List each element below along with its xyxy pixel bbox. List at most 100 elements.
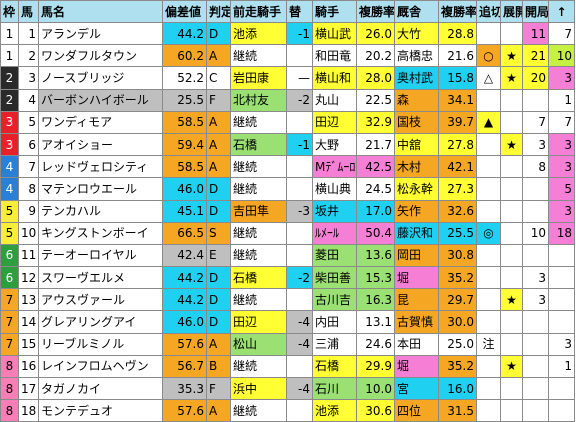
rank-a-cell bbox=[522, 199, 549, 223]
jockey-place-rate-cell: 42.5 bbox=[356, 155, 395, 179]
horse-number-cell: 5 bbox=[18, 110, 39, 134]
horse-number-cell: 1 bbox=[18, 21, 39, 46]
horse-name-cell: リーブルミノル bbox=[38, 332, 163, 356]
header-jockey-place-rate: 複勝率 bbox=[356, 0, 395, 23]
jockey-place-rate-cell: 13.1 bbox=[356, 310, 395, 334]
hensa-cell: 35.3 bbox=[162, 376, 207, 401]
rank-a-cell bbox=[522, 177, 549, 201]
stable-place-rate-cell: 15.8 bbox=[438, 66, 477, 90]
hensa-cell: 45.1 bbox=[162, 199, 207, 223]
change-cell bbox=[286, 243, 313, 268]
jockey-cell: 横山典 bbox=[312, 177, 357, 201]
previous-jockey-cell: 石橋 bbox=[230, 132, 287, 157]
waku-cell: 8 bbox=[0, 376, 19, 401]
pace-mark-cell bbox=[500, 332, 523, 356]
previous-jockey-cell: 石橋 bbox=[230, 266, 287, 290]
waku-cell: 5 bbox=[0, 221, 19, 245]
horse-name-cell: タガノカイ bbox=[38, 376, 163, 401]
table-body: 1 1 アランデル 44.2 D 池添 -1 横山武 26.0 大竹 28.8 11 7 1 2 ワンダフルタ… bbox=[0, 21, 575, 422]
jockey-cell: 丸山 bbox=[312, 88, 357, 112]
rank-a-cell bbox=[522, 376, 549, 401]
stable-place-rate-cell: 28.8 bbox=[438, 21, 477, 46]
horse-name-cell: アオイショー bbox=[38, 132, 163, 157]
previous-jockey-cell: 継続 bbox=[230, 110, 287, 134]
previous-jockey-cell: 継続 bbox=[230, 243, 287, 268]
waku-cell: 7 bbox=[0, 332, 19, 356]
rank-b-cell: 7 bbox=[548, 110, 575, 134]
rank-b-cell bbox=[548, 266, 575, 290]
pace-mark-cell: ★ bbox=[500, 66, 523, 90]
waku-cell: 2 bbox=[0, 88, 19, 112]
change-cell bbox=[286, 399, 313, 422]
workout-mark-cell bbox=[476, 155, 501, 179]
change-cell bbox=[286, 288, 313, 312]
pace-mark-cell bbox=[500, 110, 523, 134]
jockey-place-rate-cell: 30.6 bbox=[356, 399, 395, 422]
stable-cell: 古賀慎 bbox=[394, 310, 439, 334]
horse-number-cell: 12 bbox=[18, 266, 39, 290]
table-row: 3 6 アオイショー 59.4 A 石橋 -1 大野 21.7 中舘 27.8 ★ 3 3 bbox=[0, 132, 575, 157]
table-row: 2 4 バーボンハイボール 25.5 F 北村友 -2 丸山 22.5 森 34.1 1 bbox=[0, 88, 575, 112]
hantei-cell: F bbox=[206, 376, 231, 401]
pace-mark-cell bbox=[500, 88, 523, 112]
hantei-cell: D bbox=[206, 288, 231, 312]
stable-cell: 大竹 bbox=[394, 21, 439, 46]
previous-jockey-cell: 継続 bbox=[230, 177, 287, 201]
jockey-cell: 三浦 bbox=[312, 332, 357, 356]
pace-mark-cell bbox=[500, 376, 523, 401]
rank-b-cell: 10 bbox=[548, 44, 575, 68]
horse-number-cell: 3 bbox=[18, 66, 39, 90]
previous-jockey-cell: 吉田隼 bbox=[230, 199, 287, 223]
hantei-cell: C bbox=[206, 66, 231, 90]
header-workout: 追切 bbox=[476, 0, 501, 23]
table-row: 5 10 キングストンボーイ 66.5 S 継続 ﾙﾒｰﾙ 50.4 藤沢和 25.5 ◎ 10 18 bbox=[0, 221, 575, 245]
hensa-cell: 46.0 bbox=[162, 177, 207, 201]
stable-cell: 森 bbox=[394, 88, 439, 112]
header-change: 替 bbox=[286, 0, 313, 23]
rank-a-cell: 3 bbox=[522, 288, 549, 312]
previous-jockey-cell: 継続 bbox=[230, 155, 287, 179]
stable-place-rate-cell: 30.8 bbox=[438, 243, 477, 268]
previous-jockey-cell: 継続 bbox=[230, 354, 287, 379]
previous-jockey-cell: 田辺 bbox=[230, 310, 287, 334]
waku-cell: 7 bbox=[0, 310, 19, 334]
waku-cell: 3 bbox=[0, 110, 19, 134]
rank-b-cell: 7 bbox=[548, 21, 575, 46]
jockey-place-rate-cell: 26.0 bbox=[356, 21, 395, 46]
rank-b-cell: 1 bbox=[548, 354, 575, 379]
workout-mark-cell bbox=[476, 199, 501, 223]
jockey-place-rate-cell: 22.5 bbox=[356, 88, 395, 112]
hantei-cell: A bbox=[206, 110, 231, 134]
workout-mark-cell bbox=[476, 266, 501, 290]
horse-name-cell: マテンロウエール bbox=[38, 177, 163, 201]
jockey-cell: 古川吉 bbox=[312, 288, 357, 312]
stable-place-rate-cell: 35.2 bbox=[438, 266, 477, 290]
hantei-cell: A bbox=[206, 44, 231, 68]
horse-name-cell: グレアリングアイ bbox=[38, 310, 163, 334]
hantei-cell: A bbox=[206, 399, 231, 422]
table-row: 6 11 テーオーロイヤル 42.4 E 継続 菱田 13.6 岡田 30.8 bbox=[0, 243, 575, 268]
horse-name-cell: レッドヴェロシティ bbox=[38, 155, 163, 179]
workout-mark-cell: ◎ bbox=[476, 221, 501, 245]
table-row: 7 14 グレアリングアイ 46.0 D 田辺 -4 内田 13.1 古賀慎 30.0 bbox=[0, 310, 575, 334]
hantei-cell: F bbox=[206, 88, 231, 112]
rank-b-cell: 3 bbox=[548, 155, 575, 179]
rank-a-cell: 3 bbox=[522, 132, 549, 157]
change-cell: -4 bbox=[286, 332, 313, 356]
previous-jockey-cell: 池添 bbox=[230, 21, 287, 46]
jockey-cell: Mﾃﾞﾑｰﾛ bbox=[312, 155, 357, 179]
jockey-cell: 柴田善 bbox=[312, 266, 357, 290]
horse-name-cell: アウスヴァール bbox=[38, 288, 163, 312]
previous-jockey-cell: 継続 bbox=[230, 288, 287, 312]
rank-b-cell bbox=[548, 376, 575, 401]
rank-b-cell: 3 bbox=[548, 199, 575, 223]
rank-a-cell bbox=[522, 399, 549, 422]
hensa-cell: 57.6 bbox=[162, 332, 207, 356]
pace-mark-cell bbox=[500, 399, 523, 422]
stable-cell: 四位 bbox=[394, 399, 439, 422]
pace-mark-cell: ★ bbox=[500, 132, 523, 157]
hantei-cell: D bbox=[206, 199, 231, 223]
hensa-cell: 44.2 bbox=[162, 288, 207, 312]
header-rank-b: ↑ bbox=[548, 0, 575, 23]
waku-cell: 8 bbox=[0, 354, 19, 379]
